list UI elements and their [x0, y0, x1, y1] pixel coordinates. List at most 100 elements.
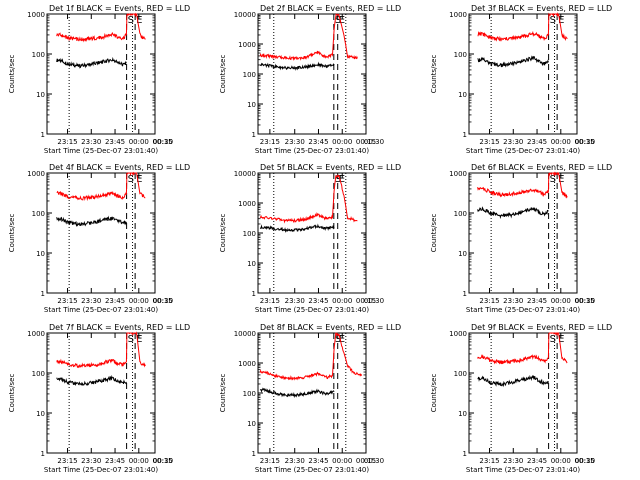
y-tick-label: 10 [36, 250, 45, 258]
marker-label-s: S [550, 15, 556, 26]
series-line-events [56, 56, 127, 69]
series-line-events [477, 55, 549, 68]
panel-det-3f: Det 3f BLACK = Events, RED = LLD 1 10 100 10… [430, 4, 612, 155]
series-line-lld [259, 174, 358, 224]
y-tick-label: 10000 [234, 170, 256, 178]
marker-label-s: S [335, 15, 341, 26]
y-axis-label: Counts/sec [8, 55, 16, 94]
y-tick-label: 100 [32, 370, 45, 378]
x-tick-label: 00:15 [356, 138, 376, 146]
panel-title: Det 5f BLACK = Events, RED = LLD [260, 163, 401, 172]
series-line-events [477, 374, 549, 388]
y-tick-label: 1000 [27, 170, 45, 178]
y-tick-label: 1000 [27, 11, 45, 19]
marker-label-e: E [558, 334, 564, 345]
series-line-events [259, 223, 335, 233]
panel-det-8f: Det 8f BLACK = Events, RED = LLD 1 10 100 10… [219, 323, 401, 474]
series-line-events [259, 61, 335, 71]
plot-frame [46, 332, 156, 454]
series-line-lld [56, 171, 146, 202]
marker-label-e: E [339, 174, 345, 185]
panel-title: Det 1f BLACK = Events, RED = LLD [49, 4, 190, 13]
panel-title: Det 4f BLACK = Events, RED = LLD [49, 163, 190, 172]
y-tick-label: 1 [252, 450, 256, 458]
y-tick-label: 1 [252, 290, 256, 298]
series-line-lld [259, 332, 363, 381]
x-tick-label: 00:30 [153, 457, 173, 465]
x-axis-label: Start Time (25-Dec-07 23:01:40) [44, 147, 158, 155]
marker-label-e: E [136, 174, 142, 185]
panel-det-1f: Det 1f BLACK = Events, RED = LLD 1 10 100 10… [8, 4, 190, 155]
y-tick-label: 1000 [238, 200, 256, 208]
panel-det-7f: Det 7f BLACK = Events, RED = LLD 1 10 100 10… [8, 323, 190, 474]
marker-label-s: S [128, 334, 134, 345]
series-line-lld [477, 171, 568, 199]
x-tick-label: 00:30 [153, 297, 173, 305]
panel-det-4f: Det 4f BLACK = Events, RED = LLD 1 10 100 10… [8, 163, 190, 314]
marker-label-s: S [550, 334, 556, 345]
x-axis-label: Start Time (25-Dec-07 23:01:40) [466, 466, 580, 474]
x-axis-label: Start Time (25-Dec-07 23:01:40) [255, 306, 369, 314]
plot-frame [468, 172, 578, 294]
x-tick-label: 00:00 [551, 457, 571, 465]
y-tick-label: 1 [41, 450, 45, 458]
marker-label-s: S [550, 174, 556, 185]
series-line-events [259, 387, 335, 399]
x-tick-label: 00:00 [332, 457, 352, 465]
x-tick-label: 23:30 [81, 138, 101, 146]
marker-label-s: S [128, 15, 134, 26]
y-tick-label: 100 [243, 230, 256, 238]
x-tick-label: 23:15 [260, 457, 280, 465]
y-axis-label: Counts/sec [219, 214, 227, 253]
y-tick-label: 1 [463, 290, 467, 298]
x-tick-label: 23:45 [527, 457, 547, 465]
y-tick-label: 1 [41, 290, 45, 298]
panel-title: Det 9f BLACK = Events, RED = LLD [471, 323, 612, 332]
y-tick-label: 100 [243, 390, 256, 398]
y-tick-label: 1000 [27, 330, 45, 338]
x-tick-label: 00:30 [364, 457, 384, 465]
x-tick-label: 00:30 [575, 457, 595, 465]
x-tick-label: 00:30 [153, 138, 173, 146]
plot-frame [468, 13, 578, 135]
y-axis-label: Counts/sec [219, 374, 227, 413]
x-tick-label: 00:00 [129, 138, 149, 146]
x-axis-label: Start Time (25-Dec-07 23:01:40) [255, 466, 369, 474]
y-tick-label: 10 [458, 250, 467, 258]
y-tick-label: 100 [243, 71, 256, 79]
series-line-lld [56, 331, 146, 369]
x-tick-label: 23:45 [308, 138, 328, 146]
x-tick-label: 00:15 [152, 457, 172, 465]
y-axis-label: Counts/sec [430, 214, 438, 253]
series-line-lld [56, 12, 146, 43]
x-tick-label: 00:30 [575, 138, 595, 146]
x-tick-label: 23:45 [527, 138, 547, 146]
y-tick-label: 100 [32, 51, 45, 59]
y-tick-label: 10 [36, 91, 45, 99]
y-tick-label: 10000 [234, 11, 256, 19]
x-tick-label: 23:30 [81, 297, 101, 305]
x-tick-label: 00:15 [574, 457, 594, 465]
x-tick-label: 00:15 [574, 138, 594, 146]
y-tick-label: 1000 [449, 170, 467, 178]
x-tick-label: 23:15 [57, 138, 77, 146]
y-tick-label: 1 [41, 131, 45, 139]
x-tick-label: 23:30 [285, 138, 305, 146]
x-tick-label: 23:45 [105, 457, 125, 465]
x-tick-label: 23:15 [260, 297, 280, 305]
y-tick-label: 1000 [238, 360, 256, 368]
plot-frame [46, 172, 156, 294]
marker-label-s: S [335, 174, 341, 185]
x-axis-label: Start Time (25-Dec-07 23:01:40) [44, 306, 158, 314]
marker-label-e: E [558, 15, 564, 26]
x-tick-label: 00:00 [332, 297, 352, 305]
panel-det-2f: Det 2f BLACK = Events, RED = LLD 1 10 100 10… [219, 4, 401, 155]
x-tick-label: 23:30 [81, 457, 101, 465]
y-tick-label: 1000 [238, 41, 256, 49]
x-axis-label: Start Time (25-Dec-07 23:01:40) [255, 147, 369, 155]
x-tick-label: 23:15 [57, 457, 77, 465]
x-axis-label: Start Time (25-Dec-07 23:01:40) [466, 147, 580, 155]
series-line-lld [477, 332, 568, 365]
x-tick-label: 23:30 [285, 457, 305, 465]
x-tick-label: 23:15 [479, 297, 499, 305]
